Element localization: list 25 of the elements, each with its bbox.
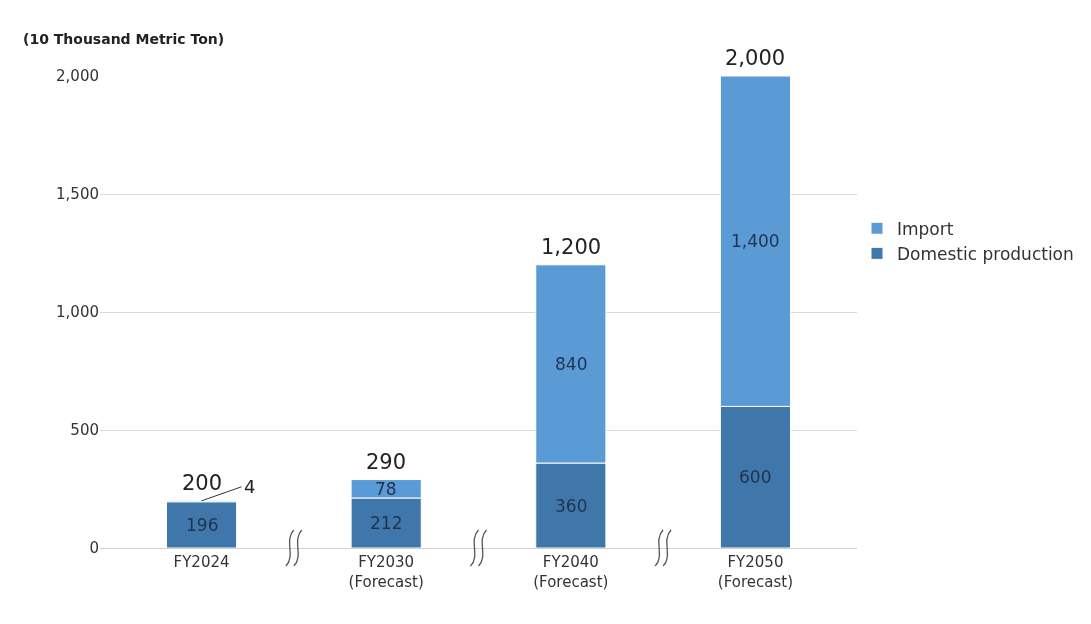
data-label: 196 (186, 515, 219, 535)
data-label: 840 (555, 354, 588, 374)
x-tick-label: FY2024 (173, 553, 230, 571)
data-label: 78 (375, 479, 397, 499)
bar (165, 501, 238, 548)
data-label: 1,400 (731, 231, 780, 251)
total-label: 1,200 (541, 235, 602, 259)
y-tick-label: 1,000 (56, 303, 99, 322)
total-label: 200 (182, 471, 223, 495)
y-tick-label: 500 (70, 421, 99, 440)
y-tick-label: 0 (89, 539, 99, 558)
data-label: 212 (370, 513, 403, 533)
x-tick-label: FY2030 (Forecast) (348, 553, 424, 591)
x-tick-label: FY2040 (Forecast) (533, 553, 609, 591)
total-label: 290 (366, 450, 407, 474)
data-label: 600 (739, 467, 772, 487)
y-tick-label: 2,000 (56, 67, 99, 86)
data-label: 4 (244, 476, 256, 497)
legend-label: Import (897, 218, 954, 239)
y-tick-label: 1,500 (56, 185, 99, 204)
x-tick-label: FY2050 (Forecast) (717, 553, 794, 591)
total-label: 2,000 (725, 46, 786, 70)
y-axis-title: (10 Thousand Metric Ton) (23, 31, 225, 47)
legend-label: Domestic production (897, 243, 1074, 264)
data-label: 360 (555, 496, 588, 516)
